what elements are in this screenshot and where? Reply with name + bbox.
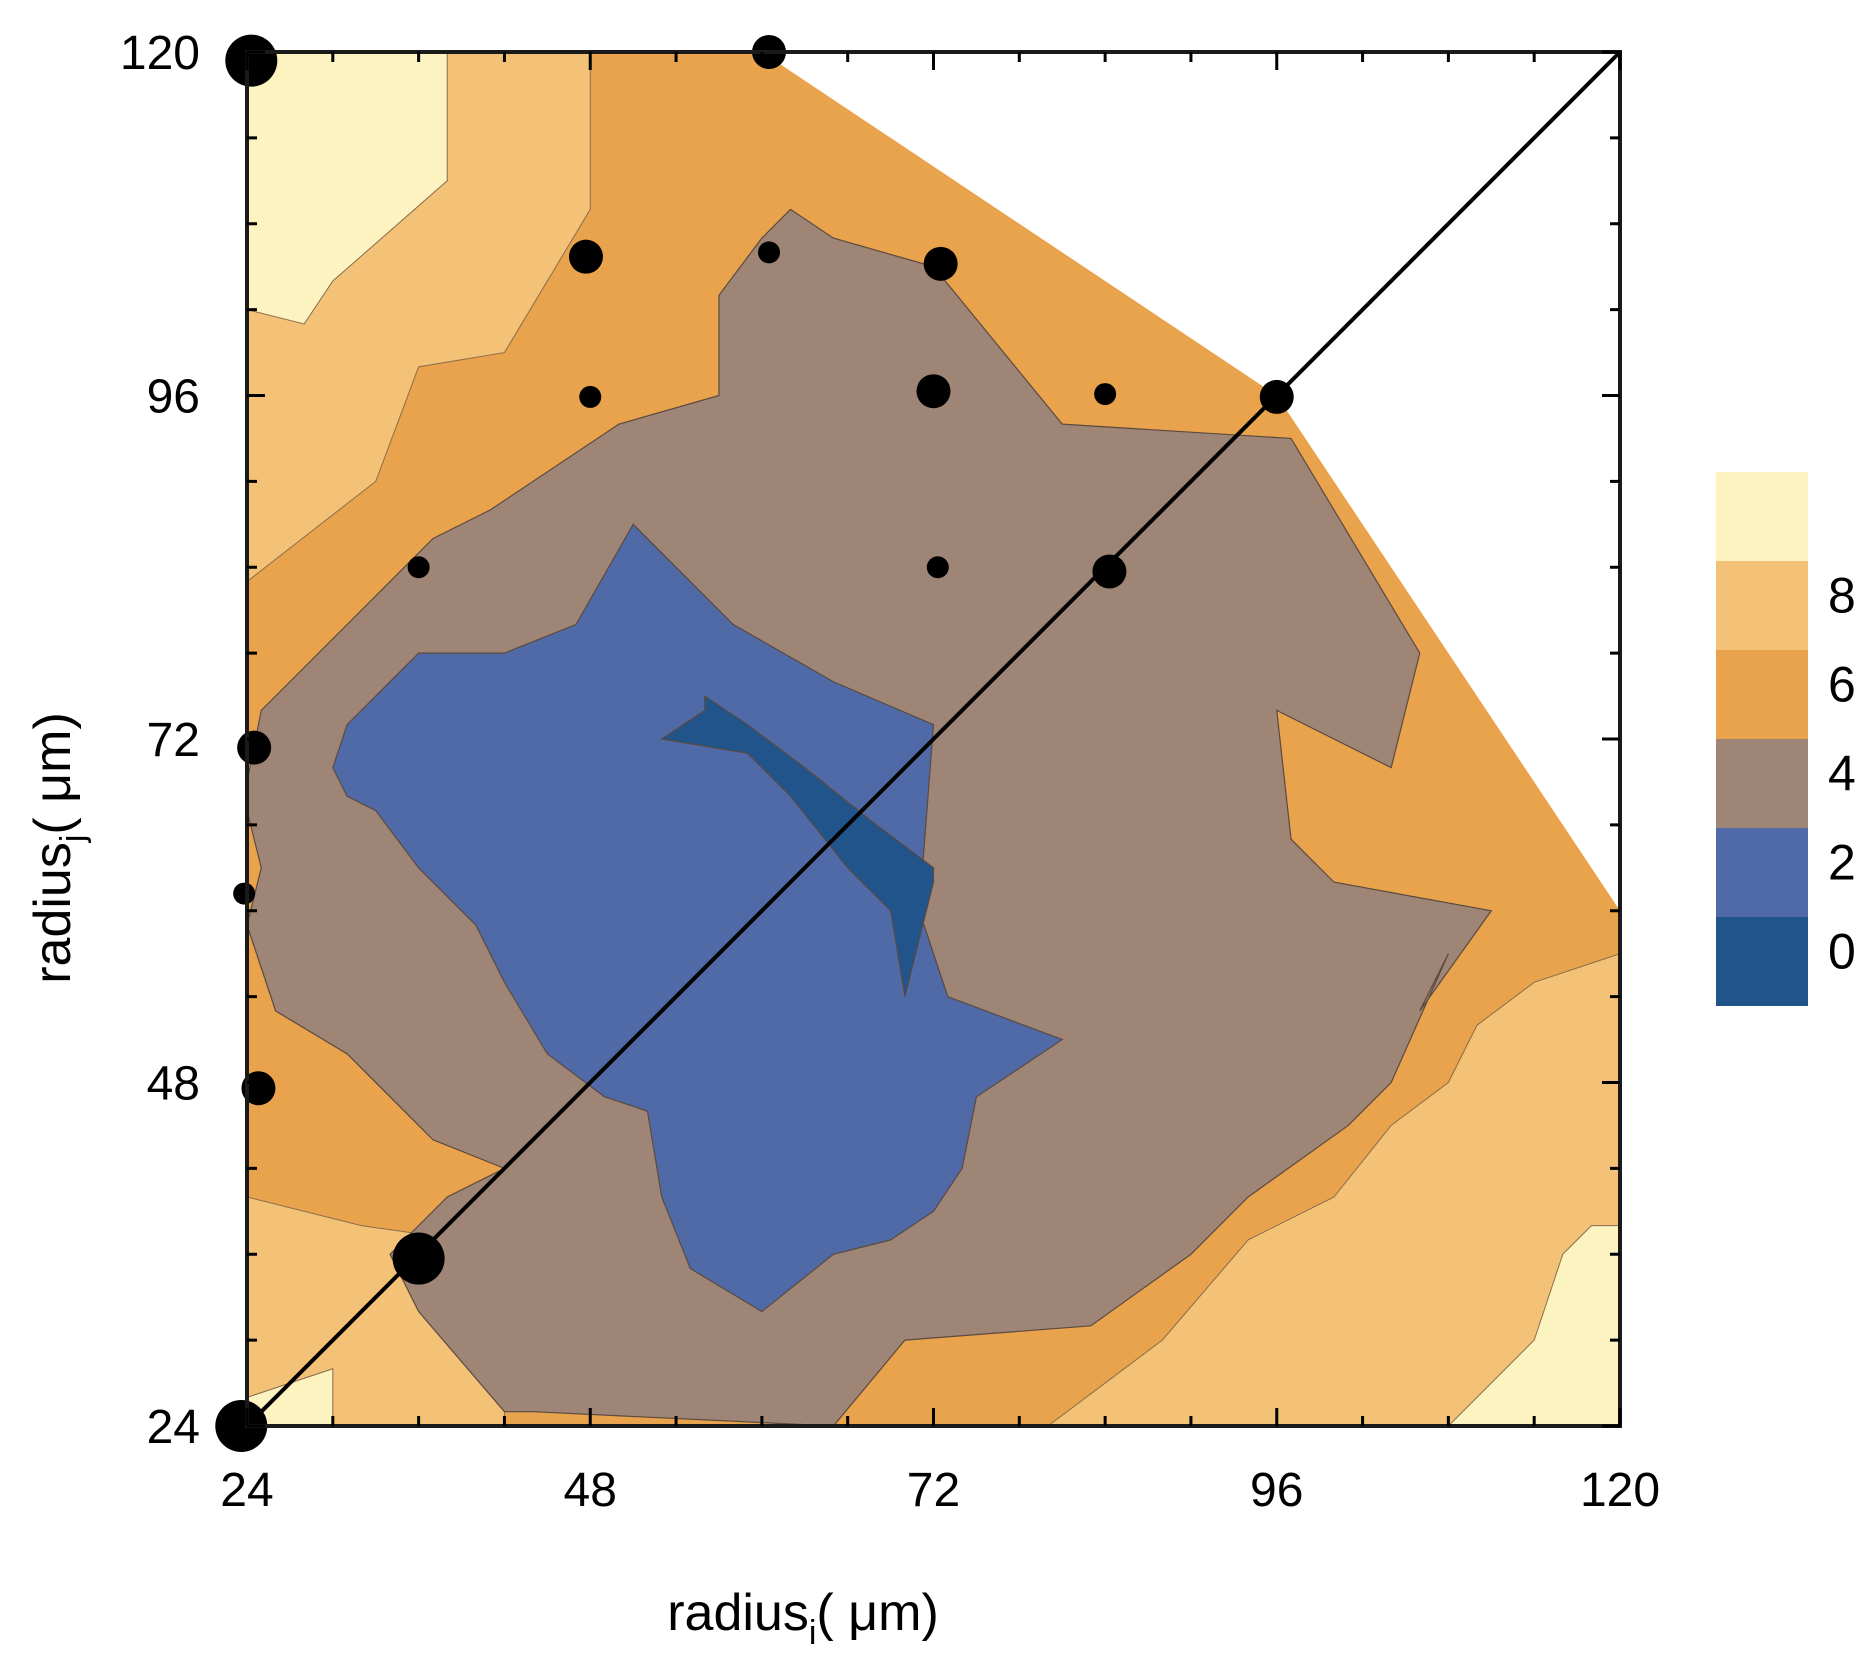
y-axis-title-unit: ( μm) bbox=[24, 712, 82, 834]
y-tick-label-96: 96 bbox=[147, 371, 200, 424]
colorbar-swatch-1 bbox=[1716, 828, 1808, 917]
data-point-4 bbox=[923, 246, 958, 281]
colorbar-swatch-5 bbox=[1716, 472, 1808, 561]
colorbar-label-0: 0 bbox=[1828, 924, 1856, 980]
data-point-13 bbox=[233, 882, 256, 905]
data-point-15 bbox=[392, 1232, 445, 1285]
corner-bands bbox=[247, 52, 1620, 1426]
colorbar-swatch-4 bbox=[1716, 561, 1808, 650]
x-axis-title-sub: i bbox=[809, 1614, 817, 1652]
data-point-2 bbox=[568, 239, 603, 274]
x-tick-label-24: 24 bbox=[220, 1464, 273, 1517]
colorbar-swatch-3 bbox=[1716, 650, 1808, 739]
data-point-16 bbox=[215, 1400, 268, 1452]
axes: 24 48 72 96 120 24 48 72 96 120 bbox=[120, 27, 1660, 1517]
colorbar-label-6: 6 bbox=[1828, 657, 1856, 713]
data-point-12 bbox=[237, 730, 272, 765]
x-tick-label-96: 96 bbox=[1250, 1464, 1303, 1517]
data-point-8 bbox=[1259, 379, 1294, 414]
data-point-5 bbox=[579, 385, 602, 408]
contour-region-above-8-bottom-left bbox=[247, 1368, 334, 1426]
colorbar: 0 2 4 6 8 bbox=[1716, 472, 1856, 1006]
y-axis-title-main: radius bbox=[24, 842, 82, 984]
data-point-9 bbox=[407, 556, 430, 579]
colorbar-label-8: 8 bbox=[1828, 568, 1856, 624]
data-point-7 bbox=[1094, 383, 1117, 406]
data-point-3 bbox=[758, 241, 781, 264]
x-tick-label-72: 72 bbox=[907, 1464, 960, 1517]
contour-level-0-2 bbox=[332, 523, 1064, 1313]
x-axis-title-unit: ( μm) bbox=[816, 1584, 938, 1642]
y-tick-label-24: 24 bbox=[147, 1401, 200, 1454]
colorbar-label-4: 4 bbox=[1828, 746, 1856, 802]
data-point-0 bbox=[225, 34, 278, 87]
x-axis-title-main: radius bbox=[667, 1584, 809, 1642]
contour-region-6-8-bottom-right bbox=[1046, 952, 1620, 1426]
y-axis-title: radiusj( μm) bbox=[24, 712, 92, 984]
diagonal-line bbox=[245, 50, 1622, 1428]
contour-level-below-0 bbox=[660, 694, 935, 997]
y-tick-label-48: 48 bbox=[147, 1058, 200, 1111]
plot-area bbox=[215, 34, 1622, 1452]
contour-region-above-8-bottom-right bbox=[1447, 1225, 1620, 1426]
colorbar-label-2: 2 bbox=[1828, 835, 1856, 891]
x-tick-label-120: 120 bbox=[1580, 1464, 1660, 1517]
y-axis-title-sub: j bbox=[54, 835, 92, 844]
data-point-6 bbox=[916, 374, 951, 409]
y-tick-label-72: 72 bbox=[147, 714, 200, 767]
y-tick-label-120: 120 bbox=[120, 27, 200, 80]
contour-region-above-8-top-left bbox=[247, 52, 448, 325]
data-point-10 bbox=[926, 556, 949, 579]
colorbar-swatch-2 bbox=[1716, 739, 1808, 828]
x-tick-label-48: 48 bbox=[564, 1464, 617, 1517]
x-axis-title: radiusi( μm) bbox=[667, 1584, 939, 1652]
data-point-11 bbox=[1092, 554, 1127, 589]
colorbar-swatch-0 bbox=[1716, 917, 1808, 1006]
data-point-14 bbox=[241, 1071, 276, 1106]
